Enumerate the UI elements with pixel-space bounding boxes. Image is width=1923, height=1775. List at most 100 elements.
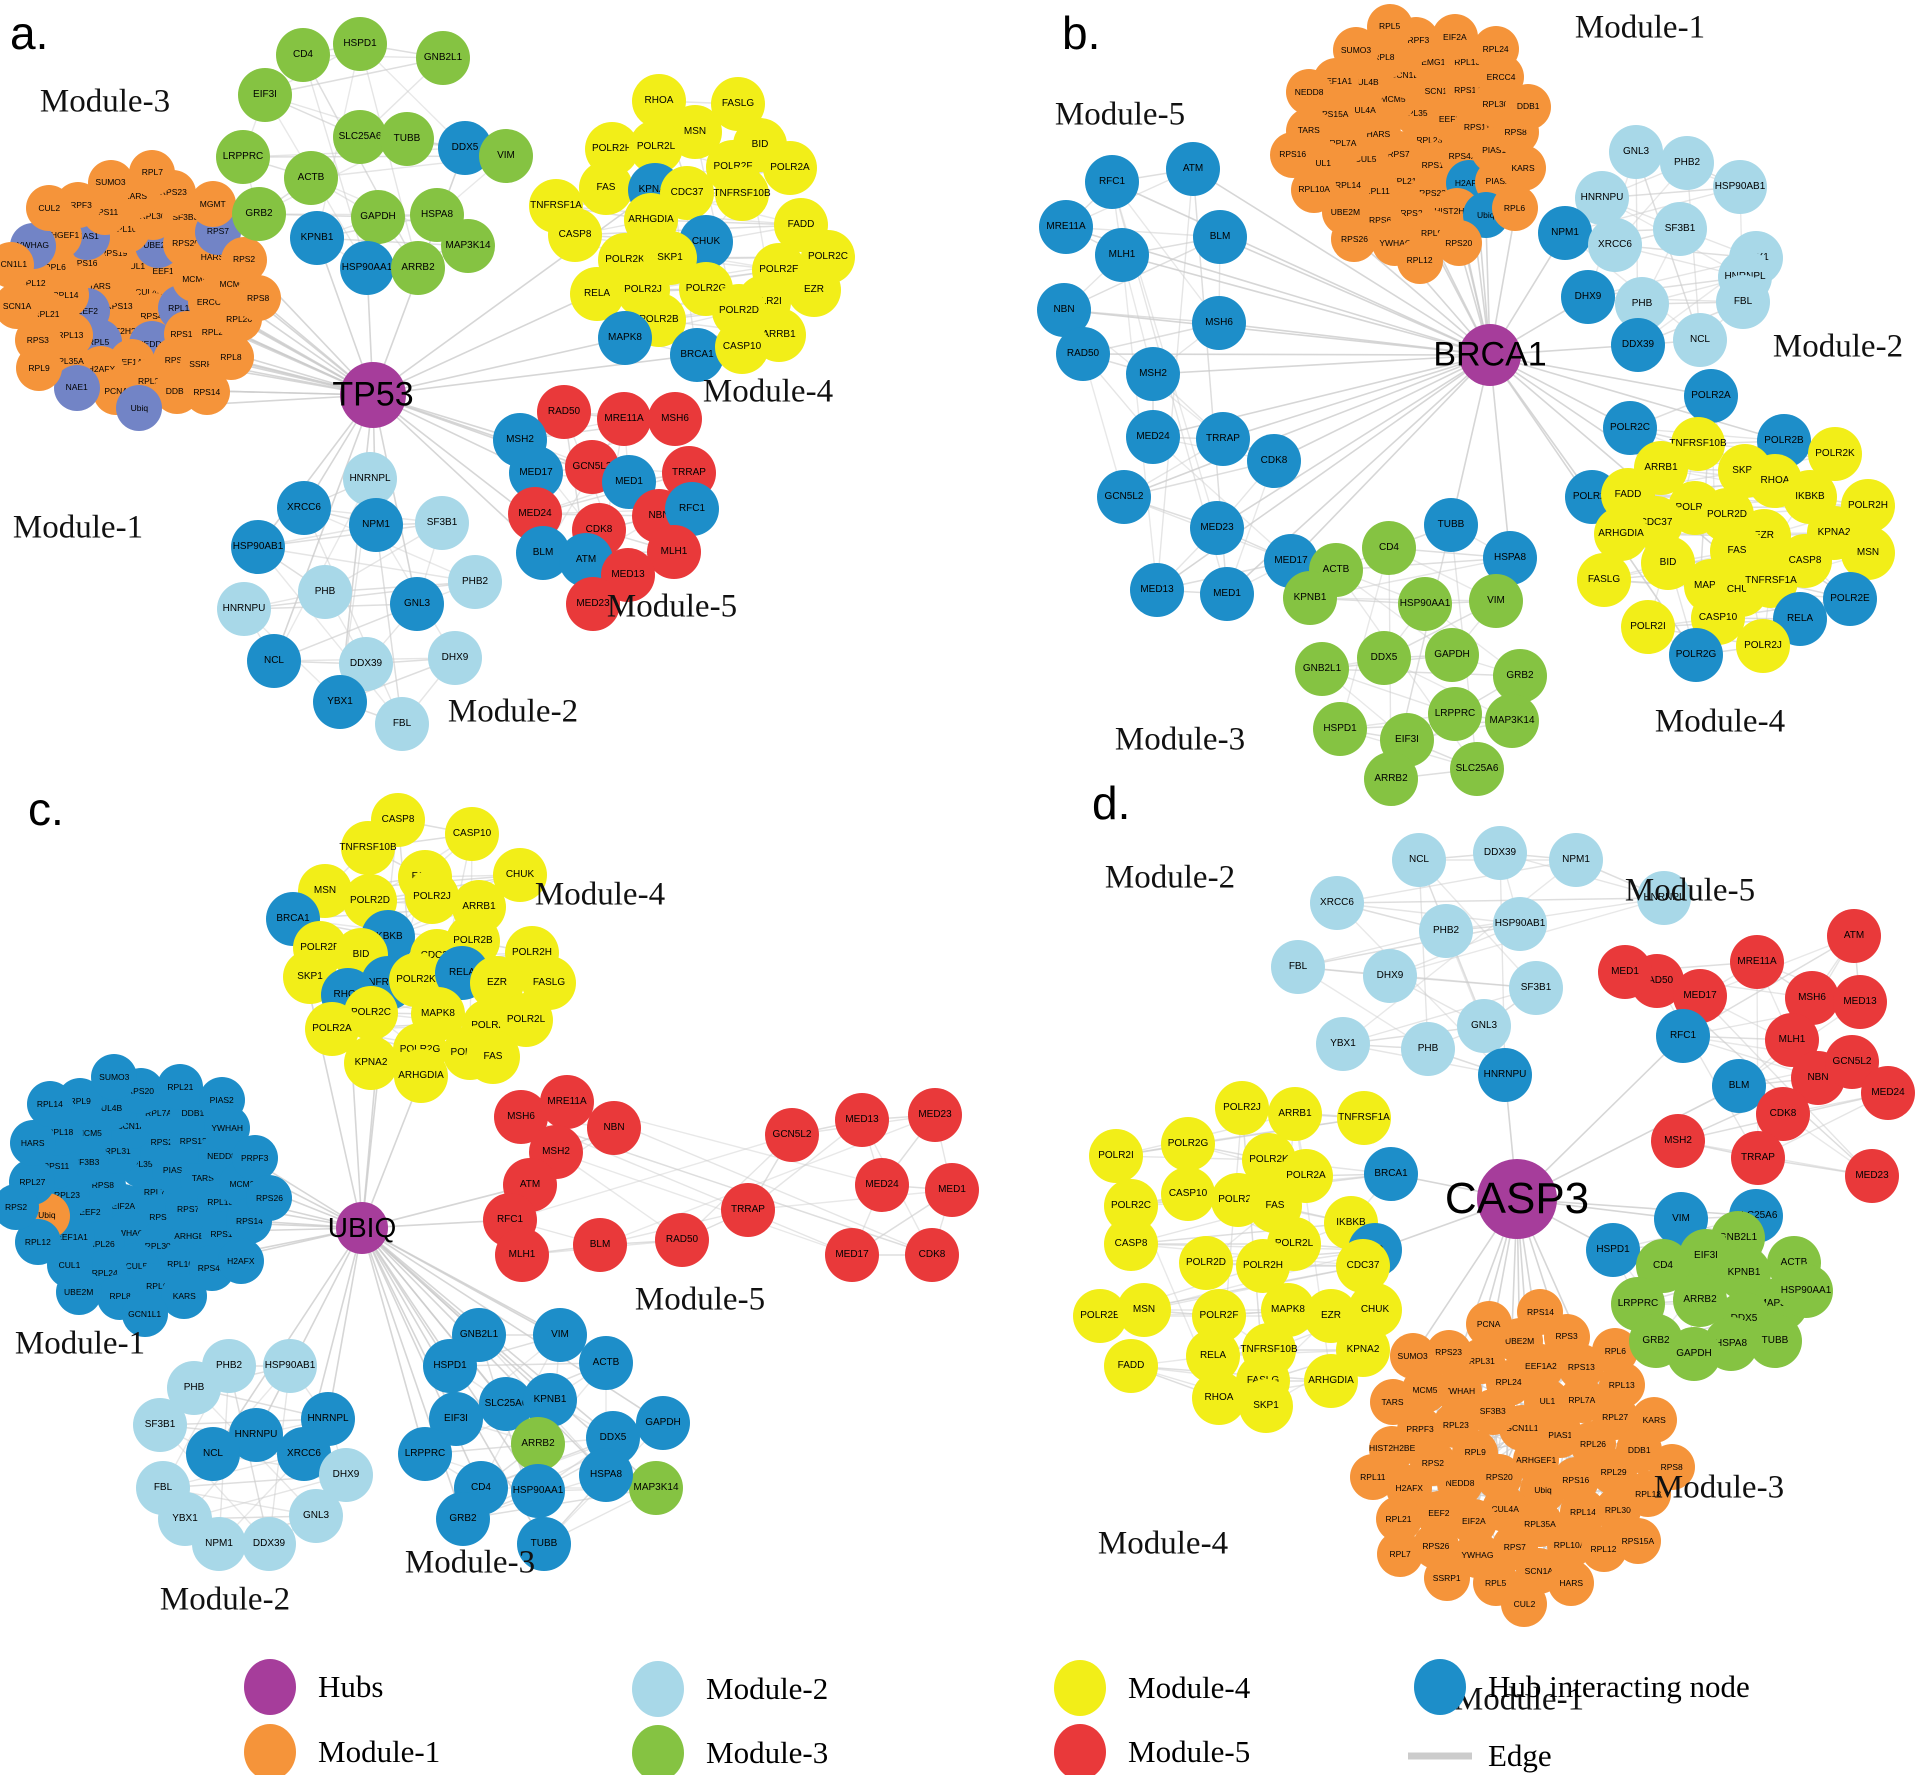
node-TUBB[interactable]: TUBB xyxy=(517,1517,571,1571)
node-SF3B1[interactable]: SF3B1 xyxy=(415,496,469,550)
node-ARRB1[interactable]: ARRB1 xyxy=(1268,1087,1322,1141)
node-LRPPRC[interactable]: LRPPRC xyxy=(1428,687,1482,741)
node-MRE11A[interactable]: MRE11A xyxy=(597,392,651,446)
node-CASP8[interactable]: CASP8 xyxy=(548,208,602,262)
node-HSPA8[interactable]: HSPA8 xyxy=(579,1448,633,1502)
node-MED23[interactable]: MED23 xyxy=(566,577,620,631)
node-CD4[interactable]: CD4 xyxy=(1362,521,1416,575)
node-RPS14[interactable]: RPS14 xyxy=(183,369,230,416)
node-DHX9[interactable]: DHX9 xyxy=(1561,270,1615,324)
node-Ubiq[interactable]: Ubiq xyxy=(116,385,163,432)
node-MSH6[interactable]: MSH6 xyxy=(648,392,702,446)
node-GAPDH[interactable]: GAPDH xyxy=(1425,628,1479,682)
node-RPL5[interactable]: RPL5 xyxy=(1472,1560,1519,1607)
node-HSPD1[interactable]: HSPD1 xyxy=(1313,702,1367,756)
node-ARRB2[interactable]: ARRB2 xyxy=(391,241,445,295)
node-HSP90AA1[interactable]: HSP90AA1 xyxy=(1398,577,1452,631)
node-SLC25A6[interactable]: SLC25A6 xyxy=(333,110,387,164)
node-DDX39[interactable]: DDX39 xyxy=(1473,826,1527,880)
node-POLR2J[interactable]: POLR2J xyxy=(1736,619,1790,673)
node-NCL[interactable]: NCL xyxy=(1673,313,1727,367)
node-ARHGDIA[interactable]: ARHGDIA xyxy=(1304,1354,1358,1408)
node-MED1[interactable]: MED1 xyxy=(925,1163,979,1217)
node-FADD[interactable]: FADD xyxy=(1104,1339,1158,1393)
node-HSPD1[interactable]: HSPD1 xyxy=(1586,1223,1640,1277)
node-PCNA[interactable]: PCNA xyxy=(1465,1301,1512,1348)
node-MSH2[interactable]: MSH2 xyxy=(1126,347,1180,401)
node-DDX5[interactable]: DDX5 xyxy=(1357,631,1411,685)
node-NPM1[interactable]: NPM1 xyxy=(1538,206,1592,260)
node-GAPDH[interactable]: GAPDH xyxy=(1667,1327,1721,1381)
node-TRRAP[interactable]: TRRAP xyxy=(721,1183,775,1237)
node-RPL11[interactable]: RPL11 xyxy=(1349,1454,1396,1501)
node-POLR2I[interactable]: POLR2I xyxy=(1621,600,1675,654)
node-MSH6[interactable]: MSH6 xyxy=(1192,296,1246,350)
node-RPL7[interactable]: RPL7 xyxy=(1377,1531,1424,1578)
node-MSH2[interactable]: MSH2 xyxy=(1651,1114,1705,1168)
node-MLH1[interactable]: MLH1 xyxy=(495,1228,549,1282)
node-ARHGDIA[interactable]: ARHGDIA xyxy=(394,1049,448,1103)
node-DDX39[interactable]: DDX39 xyxy=(1611,318,1665,372)
node-MAPK8[interactable]: MAPK8 xyxy=(598,311,652,365)
node-RPS26[interactable]: RPS26 xyxy=(1331,216,1378,263)
node-YBX1[interactable]: YBX1 xyxy=(313,675,367,729)
node-HSP90AB1[interactable]: HSP90AB1 xyxy=(1493,897,1547,951)
node-MED24[interactable]: MED24 xyxy=(1861,1066,1915,1120)
node-CDK8[interactable]: CDK8 xyxy=(905,1228,959,1282)
node-GNB2L1[interactable]: GNB2L1 xyxy=(416,31,470,85)
node-POLR2G[interactable]: POLR2G xyxy=(1669,628,1723,682)
node-MED17[interactable]: MED17 xyxy=(825,1228,879,1282)
node-XRCC6[interactable]: XRCC6 xyxy=(277,481,331,535)
node-FASLG[interactable]: FASLG xyxy=(711,77,765,131)
node-MRE11A[interactable]: MRE11A xyxy=(540,1075,594,1129)
node-TUBB[interactable]: TUBB xyxy=(1424,498,1478,552)
node-RPL12[interactable]: RPL12 xyxy=(1396,237,1443,284)
node-POLR2J[interactable]: POLR2J xyxy=(1215,1081,1269,1135)
node-MLH1[interactable]: MLH1 xyxy=(1095,228,1149,282)
node-TNFRSF10B[interactable]: TNFRSF10B xyxy=(339,821,397,875)
node-POLR2E[interactable]: POLR2E xyxy=(1823,572,1877,626)
node-MGMT[interactable]: MGMT xyxy=(189,181,236,228)
node-RFC1[interactable]: RFC1 xyxy=(1085,155,1139,209)
node-GNL3[interactable]: GNL3 xyxy=(1457,999,1511,1053)
node-NPM1[interactable]: NPM1 xyxy=(192,1517,246,1571)
node-RPL5[interactable]: RPL5 xyxy=(1366,3,1413,50)
node-GRB2[interactable]: GRB2 xyxy=(436,1492,490,1546)
node-SSRP1[interactable]: SSRP1 xyxy=(1423,1555,1470,1602)
node-GRB2[interactable]: GRB2 xyxy=(232,187,286,241)
node-POLR2A[interactable]: POLR2A xyxy=(1684,369,1738,423)
node-SLC25A6[interactable]: SLC25A6 xyxy=(1450,742,1504,796)
node-MAP3K14[interactable]: MAP3K14 xyxy=(629,1461,683,1515)
node-MED13[interactable]: MED13 xyxy=(835,1093,889,1147)
node-RPL14[interactable]: RPL14 xyxy=(26,1081,73,1128)
node-EIF2A[interactable]: EIF2A xyxy=(1431,13,1478,60)
node-GAPDH[interactable]: GAPDH xyxy=(636,1396,690,1450)
node-YBX1[interactable]: YBX1 xyxy=(1316,1017,1370,1071)
node-RPL7[interactable]: RPL7 xyxy=(129,149,176,196)
node-SF3B1[interactable]: SF3B1 xyxy=(1653,202,1707,256)
node-MED23[interactable]: MED23 xyxy=(1190,501,1244,555)
node-RPS20[interactable]: RPS20 xyxy=(1435,220,1482,267)
node-FBL[interactable]: FBL xyxy=(1271,940,1325,994)
node-UBE2M[interactable]: UBE2M xyxy=(55,1269,102,1316)
node-MED1[interactable]: MED1 xyxy=(1598,945,1652,999)
node-ARHGDIA[interactable]: ARHGDIA xyxy=(1594,507,1648,561)
node-ARRB2[interactable]: ARRB2 xyxy=(1364,752,1418,806)
node-FBL[interactable]: FBL xyxy=(1716,275,1770,329)
node-BRCA1[interactable]: BRCA1 xyxy=(670,328,724,382)
node-MED23[interactable]: MED23 xyxy=(1845,1149,1899,1203)
node-RAD50[interactable]: RAD50 xyxy=(1056,327,1110,381)
node-CD4[interactable]: CD4 xyxy=(276,28,330,82)
node-MAP3K14[interactable]: MAP3K14 xyxy=(441,219,495,273)
node-VIM[interactable]: VIM xyxy=(533,1308,587,1362)
node-HSPA8[interactable]: HSPA8 xyxy=(1483,531,1537,585)
node-GRB2[interactable]: GRB2 xyxy=(1493,649,1547,703)
node-FAS[interactable]: FAS xyxy=(466,1030,520,1084)
node-KPNB1[interactable]: KPNB1 xyxy=(290,211,344,265)
node-FASLG[interactable]: FASLG xyxy=(1577,553,1631,607)
node-RPL6[interactable]: RPL6 xyxy=(1491,184,1538,231)
node-TUBB[interactable]: TUBB xyxy=(380,112,434,166)
node-NPM1[interactable]: NPM1 xyxy=(349,498,403,552)
node-NCL[interactable]: NCL xyxy=(247,634,301,688)
node-CASP8[interactable]: CASP8 xyxy=(1104,1217,1158,1271)
